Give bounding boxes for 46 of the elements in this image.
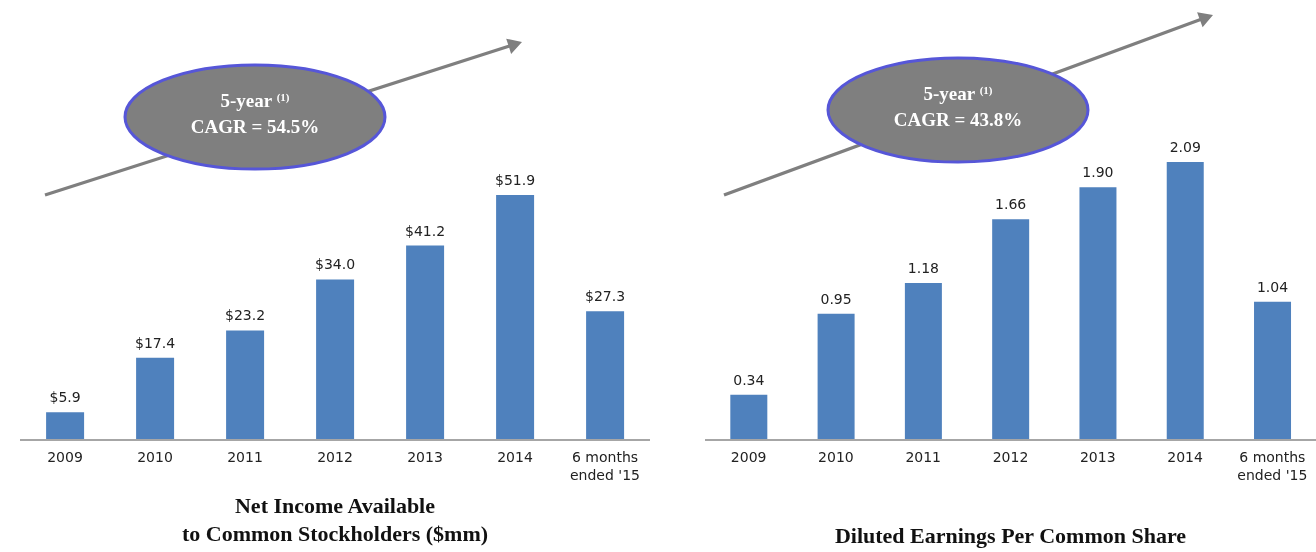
x-tick-label: 2011 <box>227 449 263 465</box>
data-label: 1.18 <box>907 260 939 277</box>
x-tick-label: 2012 <box>317 449 353 465</box>
bar <box>730 394 768 440</box>
data-label: $51.9 <box>495 172 536 188</box>
bar <box>1166 162 1204 440</box>
x-tick-label: 2014 <box>497 449 533 465</box>
bar <box>46 412 85 440</box>
data-label: 2.09 <box>1169 139 1201 155</box>
bar <box>1079 187 1117 440</box>
x-tick-label: 2011 <box>905 449 942 465</box>
bar <box>496 195 535 440</box>
data-label: 1.90 <box>1082 164 1114 181</box>
text: 5-year $^{(1)}$ CAGR = 54.5% <box>190 90 320 137</box>
x-tick-label: 2010 <box>137 449 173 465</box>
bar <box>904 283 942 440</box>
bar <box>992 219 1030 440</box>
data-label: 0.95 <box>820 290 852 307</box>
bar <box>586 311 625 440</box>
bar <box>136 357 175 440</box>
x-tick-label: 6 months ended '15 <box>1237 449 1308 483</box>
data-label: $17.4 <box>135 334 176 351</box>
x-tick-label: 2010 <box>818 449 854 465</box>
bar <box>817 313 855 440</box>
data-label: 0.34 <box>733 371 765 388</box>
data-label: $27.3 <box>585 288 626 305</box>
x-tick-label: 2014 <box>1167 449 1203 465</box>
bar <box>316 279 355 440</box>
text: 5-year $^{(1)}$ CAGR = 43.8% <box>893 83 1023 130</box>
x-tick-label: 2012 <box>992 449 1029 465</box>
text: Net Income Available to Common Stockholders ($mm) <box>180 492 490 548</box>
x-tick-label: 2009 <box>730 449 767 465</box>
x-tick-label: 2013 <box>407 449 443 465</box>
x-tick-label: 6 months ended '15 <box>570 449 640 483</box>
bar <box>406 245 445 440</box>
data-label: $23.2 <box>225 307 266 324</box>
data-label: 1.66 <box>995 196 1027 213</box>
x-tick-label: 2009 <box>47 449 83 465</box>
bar <box>1254 301 1292 440</box>
data-label: $41.2 <box>405 222 446 239</box>
x-tick-label: 2013 <box>1079 449 1116 465</box>
data-label: 1.04 <box>1256 278 1289 295</box>
data-label: $5.9 <box>49 389 81 406</box>
bar <box>226 330 265 440</box>
data-label: $34.0 <box>315 256 356 273</box>
text: Diluted Earnings Per Common Share <box>833 522 1188 550</box>
